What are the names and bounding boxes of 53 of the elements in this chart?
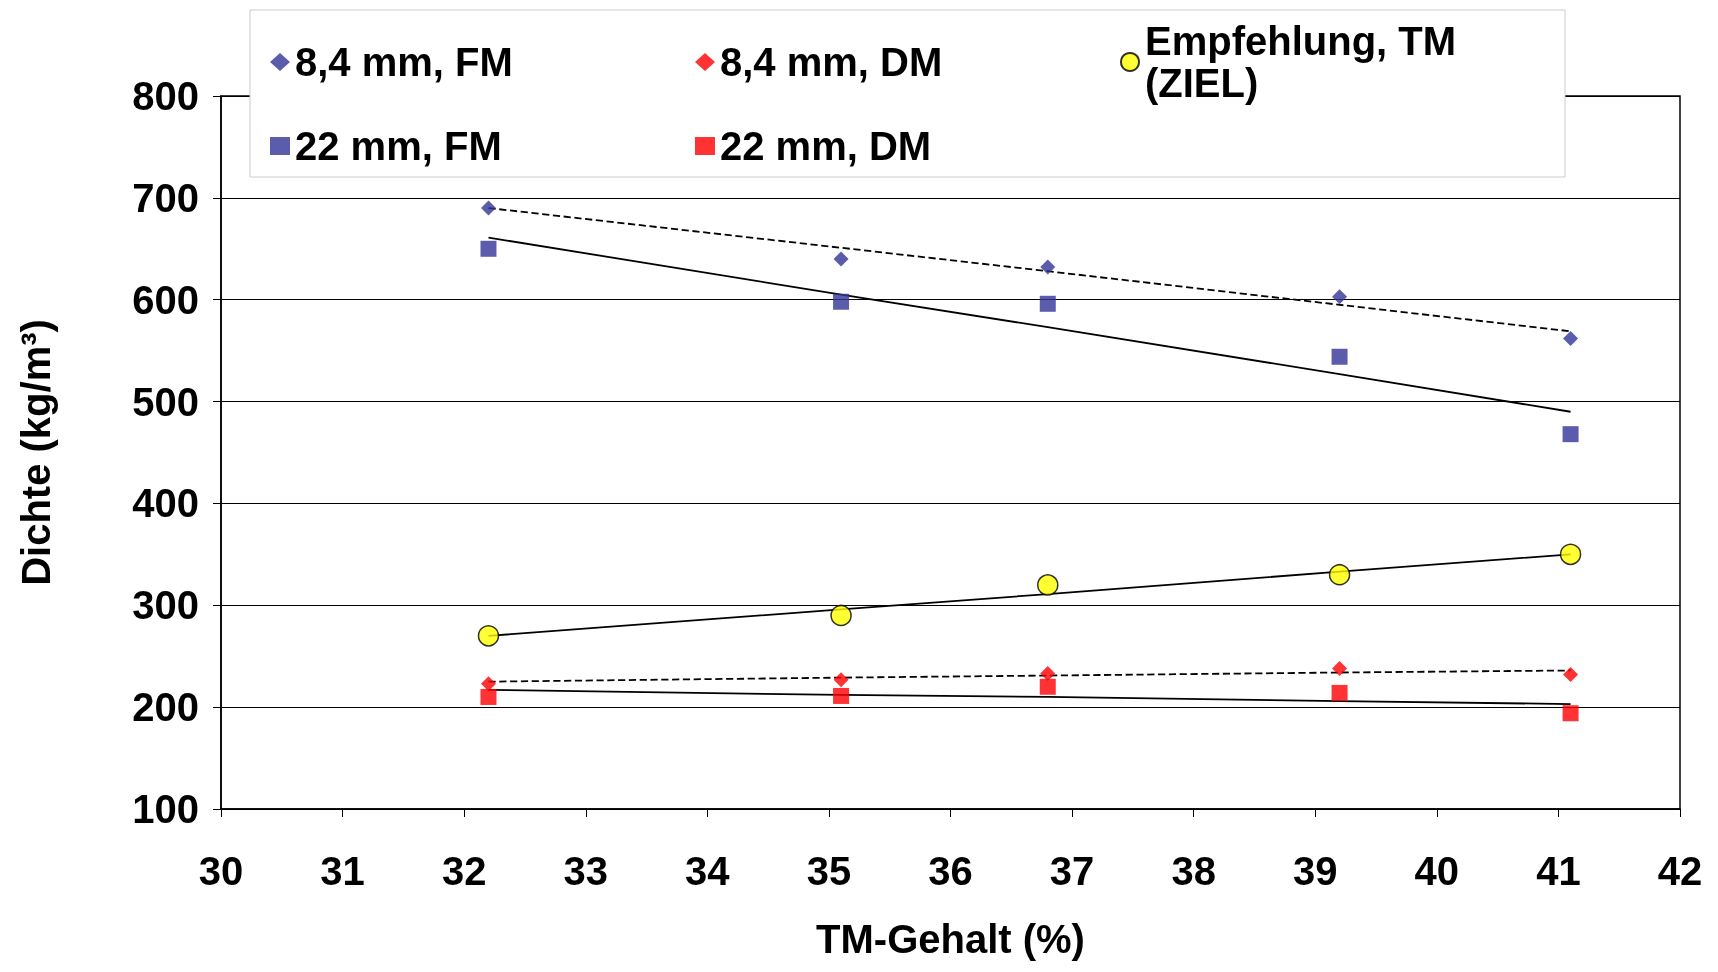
legend-label: 22 mm, FM <box>295 124 502 168</box>
x-tick-label: 41 <box>1536 849 1581 893</box>
point <box>1559 543 1582 566</box>
point <box>477 625 500 647</box>
y-tick-label: 100 <box>132 787 199 831</box>
x-tick-label: 39 <box>1293 849 1338 893</box>
y-tick-label: 700 <box>132 175 199 220</box>
point <box>1037 574 1059 596</box>
legend-label: 8,4 mm, DM <box>720 40 943 84</box>
point <box>833 293 850 310</box>
y-tick-label: 300 <box>132 583 199 628</box>
y-tick-label: 800 <box>132 74 199 118</box>
point <box>480 240 497 257</box>
point <box>480 676 496 692</box>
legend-label: 8,4 mm, FM <box>295 40 513 84</box>
y-tick-label: 600 <box>132 277 199 322</box>
legend-label: Empfehlung, TM (ZIEL) <box>1145 19 1468 105</box>
x-tick-label: 40 <box>1414 849 1460 893</box>
point <box>1562 705 1579 722</box>
point <box>1040 666 1056 682</box>
point <box>1331 684 1348 701</box>
point <box>1328 563 1351 586</box>
x-tick-label: 31 <box>320 849 365 893</box>
x-axis-title: TM-Gehalt (%) <box>816 917 1085 961</box>
point <box>833 687 850 704</box>
point <box>1332 289 1348 305</box>
x-tick-label: 36 <box>928 849 973 893</box>
x-tick-label: 33 <box>563 849 608 893</box>
point <box>1331 348 1348 365</box>
point <box>480 688 497 705</box>
point <box>833 251 849 267</box>
point <box>1332 660 1348 676</box>
y-tick-label: 500 <box>132 379 199 424</box>
x-tick-label: 35 <box>806 849 852 893</box>
x-tick-label: 34 <box>685 849 731 893</box>
y-axis-title: Dichte (kg/m³) <box>14 319 58 586</box>
x-tick-label: 30 <box>198 849 244 893</box>
x-tick-label: 38 <box>1171 849 1216 893</box>
point <box>833 672 849 688</box>
point <box>830 604 852 627</box>
point <box>1563 330 1579 346</box>
point <box>1563 667 1579 683</box>
point <box>1562 426 1579 443</box>
point <box>1039 295 1056 312</box>
x-tick-label: 32 <box>441 849 487 893</box>
point <box>480 200 496 216</box>
x-tick-label: 37 <box>1049 849 1095 893</box>
y-tick-label: 200 <box>132 685 199 730</box>
y-tick-label: 400 <box>132 481 199 526</box>
point <box>1039 678 1056 695</box>
x-tick-label: 42 <box>1657 849 1703 893</box>
legend-label: 22 mm, DM <box>720 124 932 168</box>
point <box>1040 259 1056 275</box>
